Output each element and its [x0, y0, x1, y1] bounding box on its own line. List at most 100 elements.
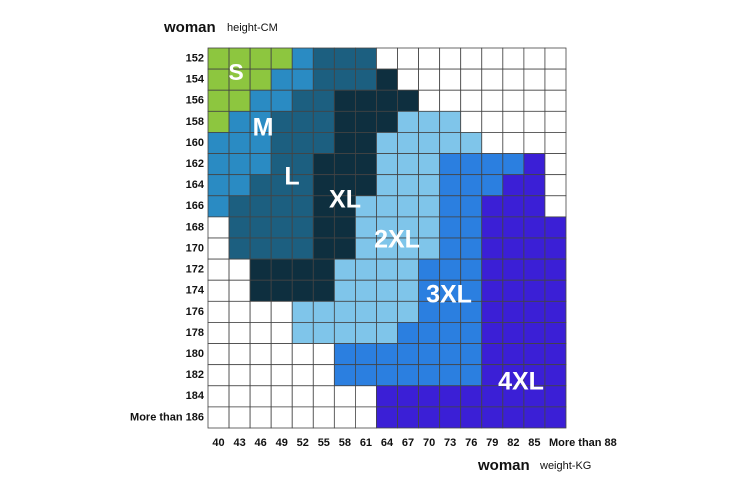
cell: [291, 258, 314, 281]
column-label: 79: [486, 437, 498, 449]
cell: [418, 364, 441, 387]
cell: [333, 132, 356, 154]
cell: [544, 258, 567, 281]
cell: [312, 406, 335, 429]
cell: [207, 300, 230, 323]
cell: [312, 385, 335, 408]
cell: [228, 343, 251, 366]
cell: [355, 406, 377, 429]
column-label: 40: [212, 437, 224, 449]
cell: [523, 110, 546, 133]
cell: [228, 132, 251, 154]
cell: [291, 364, 314, 387]
cell: [397, 406, 419, 429]
column-label: 70: [423, 437, 435, 449]
row-label: 154: [186, 74, 205, 86]
cell: [502, 343, 525, 366]
cell: [312, 216, 335, 239]
cell: [249, 89, 272, 112]
cell: [270, 132, 293, 154]
cell: [207, 322, 230, 344]
cell: [228, 385, 251, 408]
cell: [544, 343, 567, 366]
cell: [418, 174, 441, 197]
cell: [291, 343, 314, 366]
cell: [397, 174, 419, 197]
cell: [439, 132, 462, 154]
cell: [460, 153, 483, 176]
cell: [333, 406, 356, 429]
cell: [249, 237, 272, 260]
cell: [355, 89, 377, 112]
cell: [228, 300, 251, 323]
cell: [481, 237, 504, 260]
cell: [291, 89, 314, 112]
cell: [333, 68, 356, 91]
cell: [270, 89, 293, 112]
cell: [355, 385, 377, 408]
cell: [376, 343, 398, 366]
cell: [439, 153, 462, 176]
cell: [249, 322, 272, 344]
cell: [418, 132, 441, 154]
cell: [460, 47, 483, 70]
column-label: 64: [381, 437, 394, 449]
size-label: XL: [329, 186, 361, 214]
cell: [228, 237, 251, 260]
cell: [249, 364, 272, 387]
cell: [333, 237, 356, 260]
cell: [355, 343, 377, 366]
cell: [291, 132, 314, 154]
cell: [228, 216, 251, 239]
cell: [481, 279, 504, 302]
row-label: 168: [186, 221, 204, 233]
row-label: 160: [186, 137, 204, 149]
cell: [523, 174, 546, 197]
cell: [481, 322, 504, 344]
cell: [376, 364, 398, 387]
cell: [523, 322, 546, 344]
cell: [481, 132, 504, 154]
cell: [418, 89, 441, 112]
cell: [207, 237, 230, 260]
cell: [397, 47, 419, 70]
cell: [207, 385, 230, 408]
cell: [291, 110, 314, 133]
cell: [460, 174, 483, 197]
cell: [270, 216, 293, 239]
cell: [502, 174, 525, 197]
row-label: 184: [186, 390, 205, 402]
cell: [523, 258, 546, 281]
cell: [355, 68, 377, 91]
cell: [460, 132, 483, 154]
cell: [376, 132, 398, 154]
cell: [270, 195, 293, 218]
column-label: More than 88: [549, 437, 617, 449]
row-label: 180: [186, 348, 204, 360]
cell: [418, 47, 441, 70]
size-label: M: [253, 114, 274, 142]
cell: [312, 132, 335, 154]
cell: [481, 406, 504, 429]
cell: [270, 322, 293, 344]
cell: [291, 216, 314, 239]
cell: [228, 322, 251, 344]
cell: [397, 132, 419, 154]
cell: [397, 343, 419, 366]
cell: [312, 300, 335, 323]
cell: [439, 216, 462, 239]
cell: [228, 174, 251, 197]
cell: [376, 153, 398, 176]
cell: [418, 153, 441, 176]
cell: [376, 258, 398, 281]
cell: [270, 406, 293, 429]
cell: [481, 174, 504, 197]
cell: [502, 89, 525, 112]
cell: [460, 322, 483, 344]
cell: [397, 68, 419, 91]
cell: [502, 195, 525, 218]
footer-title: woman: [477, 457, 530, 474]
cell: [355, 300, 377, 323]
cell: [523, 195, 546, 218]
